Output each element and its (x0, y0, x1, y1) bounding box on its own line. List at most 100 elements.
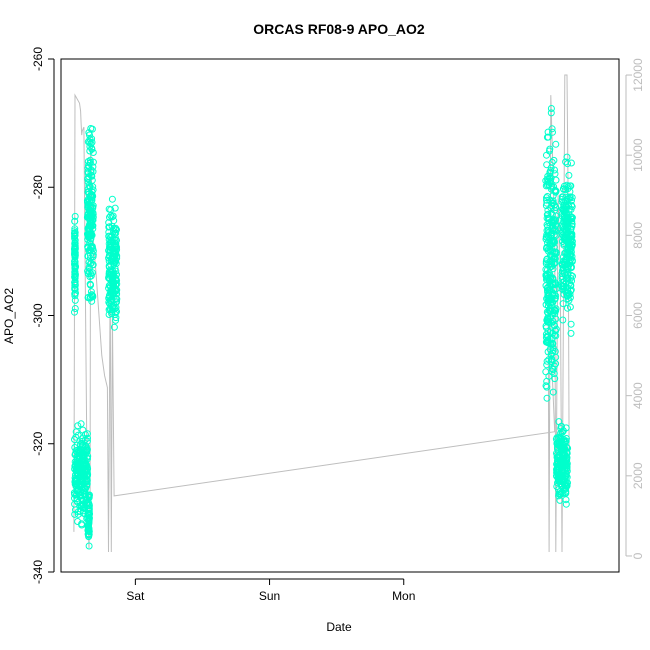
data-point (568, 213, 575, 221)
data-point (112, 316, 120, 324)
data-point (562, 197, 570, 205)
data-point (78, 456, 86, 464)
data-point (111, 236, 119, 244)
data-point (543, 394, 551, 402)
data-point (551, 331, 559, 339)
data-point (562, 489, 570, 497)
data-point (86, 239, 94, 247)
data-point (549, 388, 557, 396)
data-point (107, 240, 115, 247)
data-point (567, 282, 575, 290)
data-point (110, 323, 118, 331)
data-point (86, 156, 94, 164)
plot-frame (60, 58, 620, 573)
data-point (109, 248, 117, 256)
data-point (71, 272, 79, 280)
data-point (110, 270, 118, 277)
data-point (558, 283, 566, 291)
y2-tick-label: 8000 (631, 222, 645, 249)
data-point (86, 147, 94, 155)
x-tick-label: Sat (126, 589, 145, 603)
data-point (543, 285, 551, 292)
data-point (567, 159, 575, 167)
data-point (563, 467, 571, 475)
data-point (547, 319, 555, 327)
data-point (556, 457, 564, 465)
data-point (71, 305, 79, 312)
data-point (562, 288, 570, 296)
data-point (559, 228, 567, 236)
data-point (562, 482, 570, 489)
data-point (106, 281, 114, 289)
data-point (567, 329, 575, 337)
data-point (546, 177, 554, 185)
data-point (110, 224, 118, 232)
data-point (553, 465, 561, 473)
data-point (71, 436, 78, 443)
data-point (567, 287, 575, 295)
x-tick-label: Sun (259, 589, 280, 603)
data-point (552, 353, 560, 361)
data-point (567, 320, 575, 328)
data-point (564, 160, 571, 168)
data-point (560, 201, 568, 209)
data-point (88, 193, 96, 201)
data-point (71, 281, 79, 289)
data-point (548, 240, 556, 247)
data-point (86, 207, 94, 215)
data-point (548, 368, 556, 376)
data-point (88, 269, 96, 277)
data-point (563, 256, 571, 264)
data-point (562, 206, 570, 214)
data-point (549, 298, 556, 306)
data-point (83, 448, 91, 456)
data-point (84, 270, 92, 278)
data-point (71, 229, 79, 236)
data-point (545, 261, 553, 269)
data-point (543, 151, 550, 159)
data-point (544, 206, 552, 214)
y-tick-label: -300 (31, 303, 45, 327)
y2-tick-label: 12000 (631, 58, 645, 92)
data-point (83, 430, 91, 438)
data-point (109, 212, 117, 220)
data-point (543, 196, 550, 204)
data-point (71, 278, 79, 286)
data-point (552, 140, 560, 148)
data-point (106, 213, 113, 221)
data-point (542, 382, 550, 390)
data-point (76, 441, 84, 448)
data-point (543, 211, 551, 219)
data-point (563, 195, 571, 203)
data-point (106, 223, 113, 231)
data-point (551, 310, 559, 318)
data-point (556, 496, 564, 504)
data-point (85, 521, 92, 528)
data-point (86, 131, 93, 139)
data-point (560, 208, 568, 216)
data-point (549, 329, 556, 337)
data-point (73, 470, 81, 478)
data-point (564, 271, 572, 279)
data-point (87, 196, 95, 204)
data-point (544, 337, 552, 345)
data-point (542, 334, 550, 341)
data-point (85, 182, 93, 189)
data-point (546, 315, 554, 323)
data-point (89, 251, 97, 259)
data-point (72, 289, 79, 297)
data-point (543, 383, 551, 391)
data-point (550, 370, 558, 378)
data-point (88, 135, 96, 143)
data-point (559, 300, 567, 308)
data-point (543, 214, 551, 222)
data-point (87, 293, 94, 301)
data-point (72, 477, 80, 484)
data-point (84, 164, 92, 172)
data-point (89, 293, 97, 301)
data-point (544, 302, 552, 310)
y2-tick-label: 0 (631, 552, 645, 559)
data-point (83, 471, 91, 479)
data-point (557, 425, 565, 433)
data-point (565, 230, 573, 238)
